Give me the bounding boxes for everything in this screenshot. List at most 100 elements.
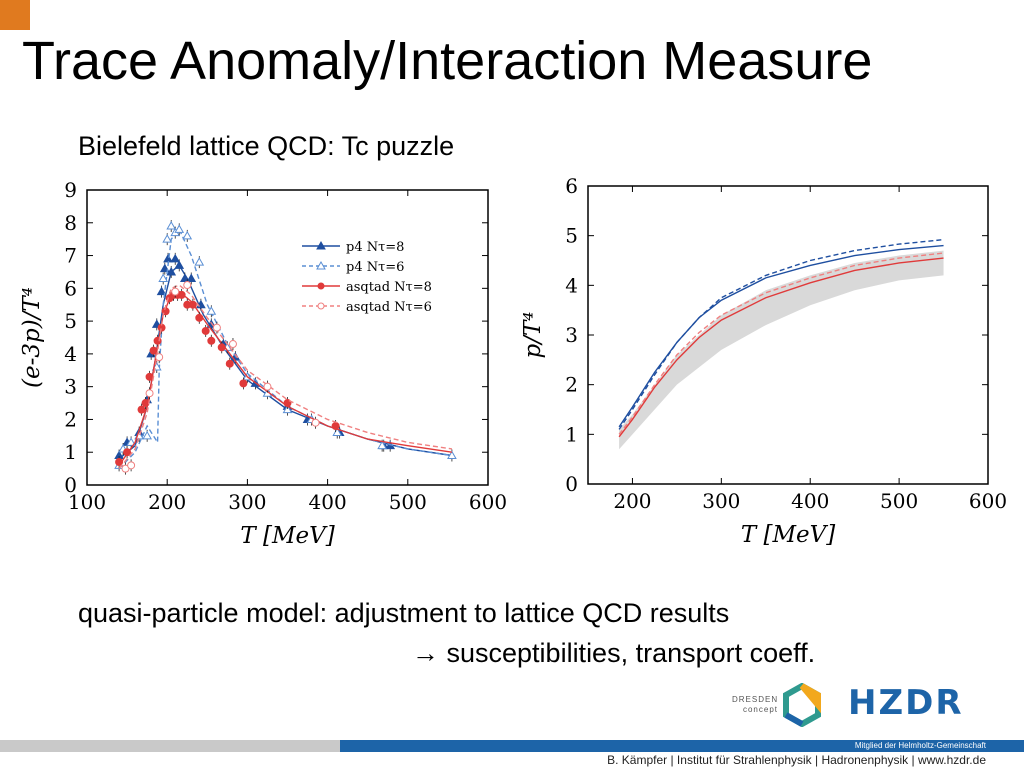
data-point [158, 273, 169, 282]
data-point [115, 458, 124, 467]
y-tick-label: 6 [64, 276, 77, 300]
data-point [377, 440, 387, 450]
data-point [123, 448, 132, 457]
data-point [127, 461, 136, 470]
legend-label-asqtad-n-6: asqtad Nτ=6 [346, 300, 432, 315]
note-line-2: → susceptibilities, transport coeff. [412, 638, 816, 668]
data-point [332, 427, 343, 437]
data-point [149, 346, 158, 355]
data-point [126, 437, 136, 446]
data-point [141, 399, 150, 408]
plot-frame [86, 189, 489, 486]
series-line-asqtad-n-6 [118, 284, 453, 470]
legend-label-p4-n-8: p4 Nτ=8 [346, 240, 404, 255]
data-point [182, 230, 193, 240]
y-tick-label: 3 [565, 323, 578, 347]
data-point [239, 379, 248, 388]
footer-credits: B. Kämpfer | Institut für Strahlenphysik… [607, 753, 986, 767]
y-tick-label: 7 [64, 244, 77, 268]
data-point [145, 389, 154, 398]
data-point [142, 430, 153, 440]
data-point [171, 287, 180, 296]
accent-square [0, 0, 30, 30]
legend-marker [316, 260, 326, 270]
data-point [156, 286, 167, 296]
note-line-1: quasi-particle model: adjustment to latt… [78, 598, 730, 628]
series-line-4 [618, 252, 944, 435]
data-point [311, 418, 320, 427]
data-point [263, 382, 272, 391]
hexagon-icon [783, 683, 821, 727]
uncertainty-band [619, 250, 944, 450]
data-point [194, 257, 205, 266]
data-point [447, 450, 457, 459]
helmholtz-member-text: Mitglied der Helmholtz-Gemeinschaft [854, 741, 986, 750]
plot-frame [587, 185, 989, 485]
y-tick-label: 0 [565, 472, 578, 496]
x-tick-label: 200 [148, 490, 186, 514]
data-point [195, 313, 204, 322]
series-line-p4-n-6 [118, 228, 453, 470]
series-line-asqtad-n-8 [118, 290, 453, 466]
data-point [163, 253, 173, 263]
y-tick-label: 5 [64, 309, 77, 333]
data-point [282, 404, 293, 414]
x-tick-label: 500 [880, 489, 918, 513]
data-point [207, 336, 216, 345]
y-tick-label: 5 [565, 224, 578, 248]
x-tick-label: 500 [389, 490, 427, 514]
dresden-logo-text: DRESDEN concept [732, 695, 779, 714]
x-tick-label: 300 [228, 490, 266, 514]
data-point [201, 326, 210, 335]
data-point [177, 290, 186, 299]
dresden-concept-logo: DRESDEN concept [732, 683, 822, 727]
data-point [137, 405, 146, 414]
x-tick-label: 400 [309, 490, 347, 514]
legend-label-p4-n-6: p4 Nτ=6 [346, 260, 404, 275]
series-line-2 [618, 238, 944, 430]
pressure-chart: 200 300 400 500 600 0 1 2 3 4 5 6 T [MeV] p/T⁴ [520, 174, 1007, 548]
y-tick-label: 2 [64, 407, 77, 431]
x-tick-label: 300 [702, 489, 740, 513]
x-axis-label: T [MeV] [741, 522, 835, 548]
y-tick-label: 4 [64, 342, 77, 366]
y-tick-label: 9 [64, 178, 77, 202]
data-point [188, 300, 197, 309]
x-tick-label: 600 [469, 490, 507, 514]
data-point [179, 273, 190, 282]
x-tick-label: 400 [791, 489, 829, 513]
y-tick-label: 6 [565, 174, 578, 198]
y-tick-label: 2 [565, 373, 578, 397]
series-line-1 [618, 244, 944, 428]
footer-bar-blue [340, 740, 1024, 752]
data-point [331, 422, 340, 430]
hzdr-logo: HZDR [848, 683, 964, 723]
data-point [206, 306, 217, 315]
data-point [162, 234, 173, 243]
y-axis-label: p/T⁴ [520, 311, 546, 358]
data-point [212, 323, 221, 332]
data-point [174, 224, 185, 233]
legend-label-asqtad-n-8: asqtad Nτ=8 [346, 280, 432, 295]
data-point [166, 266, 177, 276]
legend-marker [316, 240, 326, 250]
y-tick-label: 1 [565, 422, 578, 446]
series-line-3 [618, 257, 944, 438]
data-point [155, 353, 164, 362]
y-tick-label: 4 [565, 273, 578, 297]
data-point [166, 221, 177, 230]
data-point [170, 253, 181, 263]
x-tick-label: 200 [613, 489, 651, 513]
slide-title: Trace Anomaly/Interaction Measure [22, 31, 873, 91]
y-tick-label: 3 [64, 375, 77, 399]
legend-marker [317, 282, 325, 290]
data-point [225, 359, 234, 368]
legend-marker [317, 302, 325, 310]
y-tick-label: 1 [64, 440, 77, 464]
data-point [186, 273, 197, 282]
trace-anomaly-chart: 100 200 300 400 500 600 0 1 2 3 4 5 6 7 8 9 T [MeV] (e-3p… [19, 178, 507, 549]
footer-bar-gray [0, 740, 340, 752]
y-axis-label: (e-3p)/T⁴ [19, 287, 45, 388]
y-tick-label: 8 [64, 211, 77, 235]
data-point [174, 260, 185, 269]
